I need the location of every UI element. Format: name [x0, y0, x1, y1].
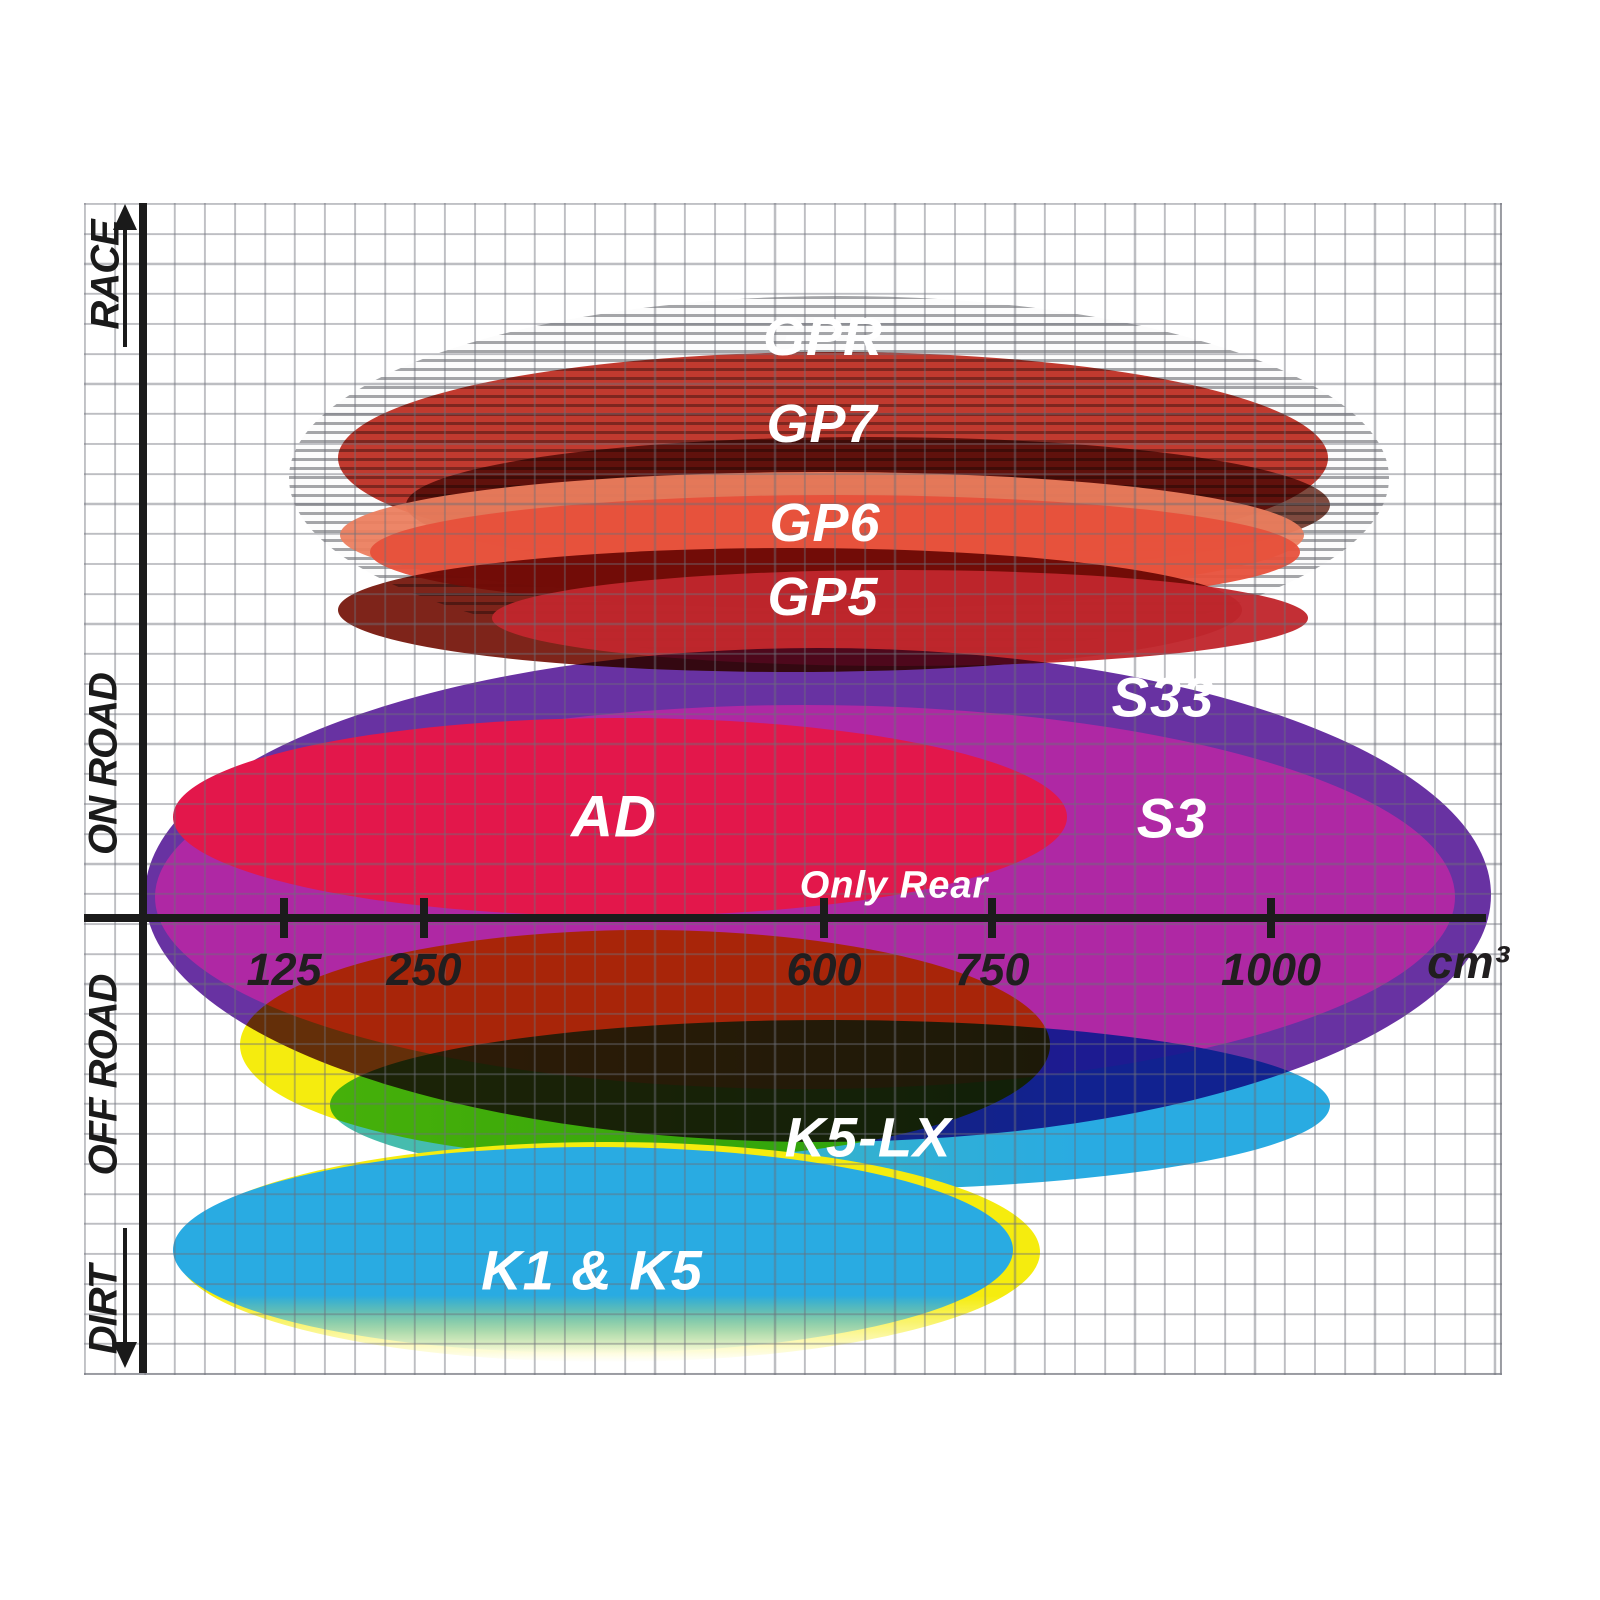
x-axis-tick-250 — [420, 898, 428, 938]
gp6-label: GP6 — [769, 493, 881, 553]
zone-label-dirt: DIRT — [81, 1265, 126, 1355]
x-axis-line — [84, 914, 1486, 922]
k1k5-label: K1 & K5 — [481, 1238, 703, 1302]
s3-label: S3 — [1136, 786, 1208, 850]
dirt-arrow-line — [123, 1228, 127, 1344]
zone-label-race: RACE — [83, 220, 128, 330]
x-axis-tick-label-1000: 1000 — [1220, 944, 1322, 995]
ad-label: AD — [571, 784, 657, 850]
y-axis-line — [139, 203, 147, 1373]
gp7-label: GP7 — [766, 394, 878, 454]
ad-ellipse — [173, 718, 1067, 916]
x-axis-tick-750 — [988, 898, 996, 938]
race-arrow-head-up-icon — [113, 204, 137, 230]
x-axis-tick-125 — [280, 898, 288, 938]
x-axis-tick-label-125: 125 — [246, 944, 322, 995]
x-axis-tick-label-600: 600 — [786, 944, 862, 995]
x-axis-tick-label-750: 750 — [954, 944, 1030, 995]
zone-label-on-road: ON ROAD — [81, 673, 126, 855]
x-axis-tick-label-250: 250 — [386, 944, 462, 995]
race-arrow-line — [123, 215, 127, 347]
only-rear-annotation: Only Rear — [799, 864, 989, 907]
gpr-label: GPR — [762, 307, 884, 367]
x-axis-tick-600 — [820, 898, 828, 938]
x-axis-tick-1000 — [1267, 898, 1275, 938]
x-axis-unit-label: cm³ — [1427, 936, 1509, 988]
s33-label: S33 — [1111, 665, 1215, 729]
k5lx-label: K5-LX — [784, 1105, 952, 1169]
zone-label-off-road: OFF ROAD — [81, 974, 126, 1176]
k1k5-ellipse — [173, 1147, 1013, 1353]
gp5-label: GP5 — [767, 567, 879, 627]
dirt-arrow-head-down-icon — [113, 1342, 137, 1368]
